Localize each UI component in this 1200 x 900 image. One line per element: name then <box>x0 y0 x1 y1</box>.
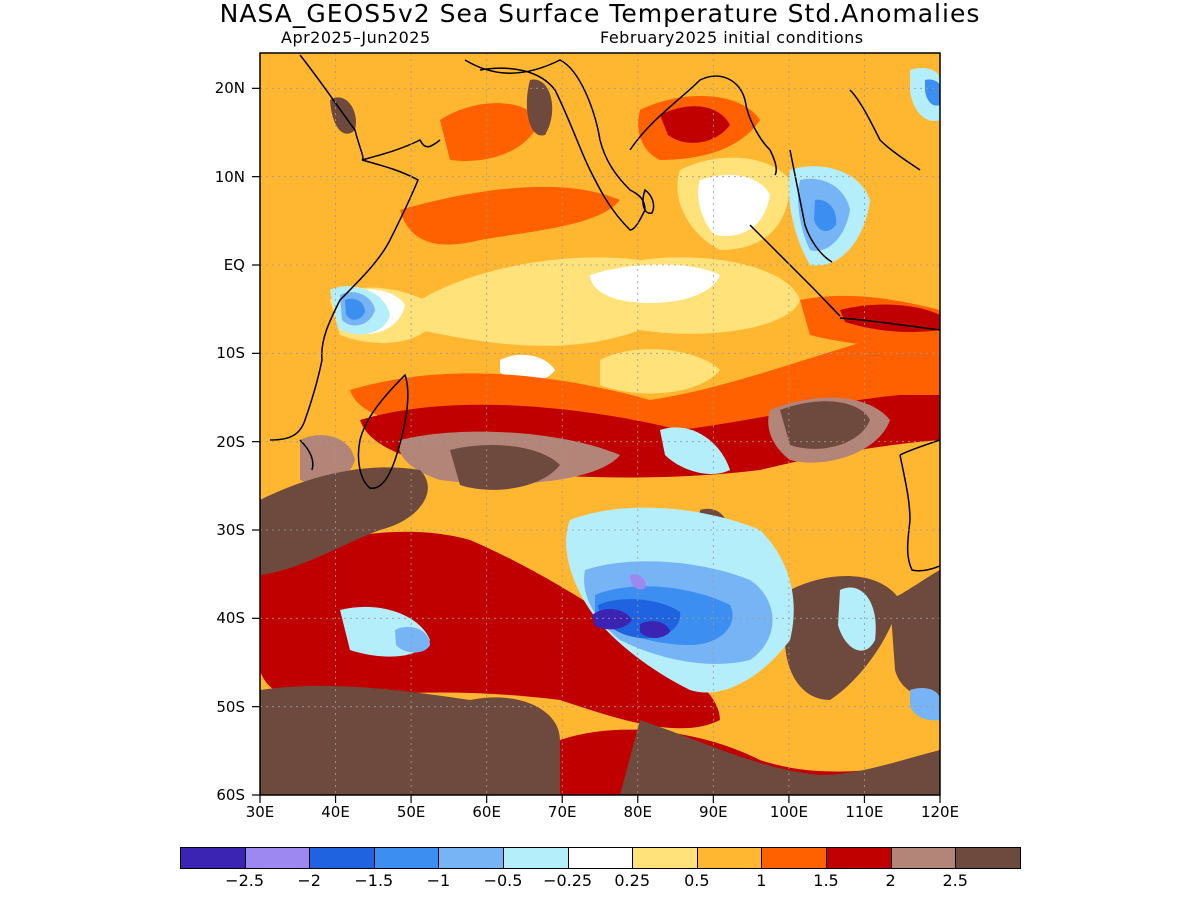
latitude-label: 40S <box>216 609 245 628</box>
anomaly-region-above-2-5 <box>620 720 940 795</box>
longitude-label: 90E <box>699 803 728 821</box>
longitude-label: 100E <box>769 803 808 821</box>
plot-frame <box>259 52 941 796</box>
anomaly-region-0-5 <box>600 349 720 394</box>
anomaly-region-above-2-5 <box>260 685 560 795</box>
lat-lon-grid <box>260 53 940 795</box>
longitude-label: 50E <box>396 803 426 821</box>
colorbar-swatch <box>180 847 246 869</box>
anomaly-region-minus-1 <box>814 199 837 232</box>
colorbar-swatch <box>955 847 1021 869</box>
coastlines <box>269 54 940 572</box>
colorbar-swatch <box>890 847 957 869</box>
colorbar-swatch <box>567 847 634 869</box>
chart-title: NASA_GEOS5v2 Sea Surface Temperature Std… <box>219 0 981 28</box>
colorbar-label: 2.5 <box>942 871 968 890</box>
colorbar-swatch <box>826 847 892 869</box>
latitude-label: 10S <box>216 344 245 363</box>
colorbar-swatch <box>503 847 569 869</box>
anomaly-region-minus-1 <box>925 79 940 106</box>
longitude-label: 80E <box>623 803 653 821</box>
anomaly-region-minus-0-5 <box>910 688 940 721</box>
axis-ticks <box>252 87 941 803</box>
anomaly-region-minus-0-5 <box>395 626 430 653</box>
latitude-label: 20N <box>214 79 245 98</box>
longitude-label: 110E <box>845 803 884 821</box>
anomaly-region-near-zero <box>590 264 720 303</box>
anomaly-region-near-zero <box>698 175 770 236</box>
anomaly-region-minus-1 <box>345 298 365 320</box>
colorbar-label: −2 <box>297 871 321 890</box>
colorbar-label: 0.5 <box>684 871 710 890</box>
latitude-label: EQ <box>223 256 245 274</box>
colorbar-label: −0.25 <box>543 871 593 890</box>
anomaly-region-2 <box>660 106 730 143</box>
anomaly-region-2 <box>840 304 940 333</box>
colorbar-swatch <box>696 847 763 869</box>
longitude-label: 30E <box>245 803 275 821</box>
anomaly-region-1-5 <box>440 103 540 161</box>
anomaly-region-1-5 <box>400 186 620 245</box>
anomaly-region-above-2-5 <box>890 570 940 700</box>
longitude-label: 40E <box>321 803 350 821</box>
longitude-label: 120E <box>920 803 960 821</box>
colorbar-swatch <box>438 847 504 869</box>
colorbar-label: 1 <box>756 871 767 890</box>
colorbar-label: −1 <box>426 871 451 890</box>
colorbar-swatch <box>244 847 311 869</box>
anomaly-region-minus-0-25 <box>838 587 876 651</box>
colorbar-label: 0.25 <box>614 871 650 890</box>
anomaly-region-2 <box>260 531 720 729</box>
anomaly-region-minus-0-25 <box>660 427 730 475</box>
anomaly-region-above-2-5 <box>450 445 560 490</box>
chart-subtitle-initial-conditions: February2025 initial conditions <box>600 28 864 47</box>
latitude-label: 30S <box>216 521 245 539</box>
longitude-label: 60E <box>472 803 501 821</box>
colorbar-swatch <box>632 847 698 869</box>
colorbar-swatch <box>761 847 827 869</box>
colorbar-label: 1.5 <box>813 871 839 890</box>
latitude-label: 50S <box>216 697 245 716</box>
colorbar-label: −2.5 <box>225 871 265 890</box>
colorbar-swatch <box>309 847 375 869</box>
colorbar-label: −1.5 <box>354 871 394 890</box>
latitude-label: 20S <box>216 432 245 451</box>
colorbar-label: 2 <box>885 871 896 890</box>
anomaly-region-above-2-5 <box>780 401 870 449</box>
latitude-label: 60S <box>216 786 245 804</box>
longitude-label: 70E <box>547 803 577 821</box>
anomaly-region-above-2-5 <box>260 467 428 575</box>
colorbar-swatch <box>373 847 440 869</box>
chart-subtitle-period: Apr2025–Jun2025 <box>281 28 431 47</box>
colorbar <box>180 847 1021 869</box>
anomaly-region-above-2-5 <box>330 97 356 134</box>
anomaly-region-above-2-5 <box>526 79 553 136</box>
anomaly-region-2-5-light <box>300 435 355 484</box>
colorbar-label: −0.5 <box>483 871 523 890</box>
anomaly-region-near-zero <box>500 354 555 382</box>
anomaly-region-minus-2-5 <box>640 621 670 638</box>
anomaly-region-minus-2-5 <box>592 608 632 630</box>
latitude-label: 10N <box>214 167 245 186</box>
